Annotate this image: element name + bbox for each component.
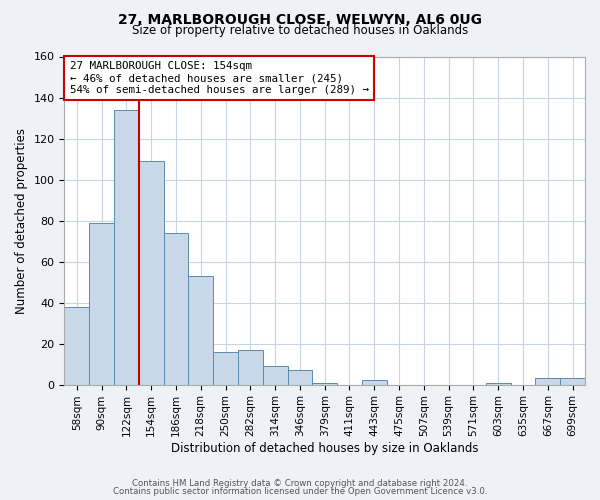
Text: 27 MARLBOROUGH CLOSE: 154sqm
← 46% of detached houses are smaller (245)
54% of s: 27 MARLBOROUGH CLOSE: 154sqm ← 46% of de…	[70, 62, 368, 94]
Bar	[188, 276, 213, 384]
Text: Size of property relative to detached houses in Oaklands: Size of property relative to detached ho…	[132, 24, 468, 37]
X-axis label: Distribution of detached houses by size in Oaklands: Distribution of detached houses by size …	[171, 442, 478, 455]
Bar	[535, 378, 560, 384]
Text: 27, MARLBOROUGH CLOSE, WELWYN, AL6 0UG: 27, MARLBOROUGH CLOSE, WELWYN, AL6 0UG	[118, 12, 482, 26]
Bar	[486, 382, 511, 384]
Bar	[560, 378, 585, 384]
Bar	[213, 352, 238, 384]
Bar	[164, 233, 188, 384]
Bar	[64, 306, 89, 384]
Bar	[287, 370, 313, 384]
Bar	[89, 222, 114, 384]
Bar	[114, 110, 139, 384]
Bar	[362, 380, 386, 384]
Text: Contains HM Land Registry data © Crown copyright and database right 2024.: Contains HM Land Registry data © Crown c…	[132, 478, 468, 488]
Y-axis label: Number of detached properties: Number of detached properties	[15, 128, 28, 314]
Bar	[263, 366, 287, 384]
Bar	[238, 350, 263, 384]
Bar	[139, 161, 164, 384]
Bar	[313, 382, 337, 384]
Text: Contains public sector information licensed under the Open Government Licence v3: Contains public sector information licen…	[113, 487, 487, 496]
